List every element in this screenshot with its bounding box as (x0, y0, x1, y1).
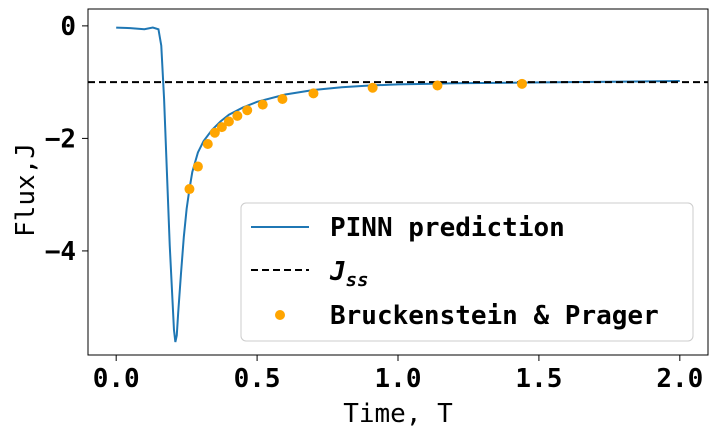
legend: PINN prediction Jss Bruckenstein & Prage… (240, 202, 694, 342)
y-tick-label: 0 (60, 12, 76, 42)
scatter-point-bruckenstein-prager (216, 122, 227, 133)
y-axis: 0 −2 −4 (45, 12, 88, 267)
scatter-point-bruckenstein-prager (202, 139, 213, 150)
scatter-point-bruckenstein-prager (277, 94, 288, 105)
scatter-point-bruckenstein-prager (184, 184, 195, 195)
scatter-point-bruckenstein-prager (232, 110, 243, 121)
series-line-pinn-prediction (116, 26, 680, 343)
x-tick-label: 2.0 (656, 364, 703, 394)
y-tick-label: −2 (45, 124, 76, 154)
series-layer (88, 26, 708, 343)
scatter-point-bruckenstein-prager (209, 127, 220, 138)
scatter-point-bruckenstein-prager (257, 99, 268, 110)
x-tick-label: 1.5 (515, 364, 562, 394)
scatter-point-bruckenstein-prager (308, 88, 319, 99)
legend-label-bp: Bruckenstein & Prager (330, 301, 659, 331)
x-axis: 0.0 0.5 1.0 1.5 2.0 (93, 355, 703, 394)
scatter-point-bruckenstein-prager (192, 161, 203, 172)
scatter-point-bruckenstein-prager (517, 78, 527, 89)
x-axis-label: Time, T (343, 399, 453, 429)
legend-label-jss-main: J (329, 257, 346, 287)
scatter-point-bruckenstein-prager (367, 82, 378, 93)
scatter-point-bruckenstein-prager (242, 105, 253, 116)
legend-label-jss: Jss (329, 257, 369, 291)
legend-box (240, 202, 694, 342)
x-tick-label: 0.0 (93, 364, 140, 394)
x-tick-label: 0.5 (234, 364, 281, 394)
y-axis-label: Flux,J (11, 143, 41, 237)
scatter-point-bruckenstein-prager (432, 80, 443, 91)
legend-marker-bp (275, 310, 285, 320)
legend-label-jss-sub: ss (346, 269, 369, 291)
legend-label-pinn: PINN prediction (330, 213, 565, 243)
x-tick-label: 1.0 (375, 364, 422, 394)
scatter-point-bruckenstein-prager (223, 116, 234, 127)
y-tick-label: −4 (45, 237, 76, 267)
